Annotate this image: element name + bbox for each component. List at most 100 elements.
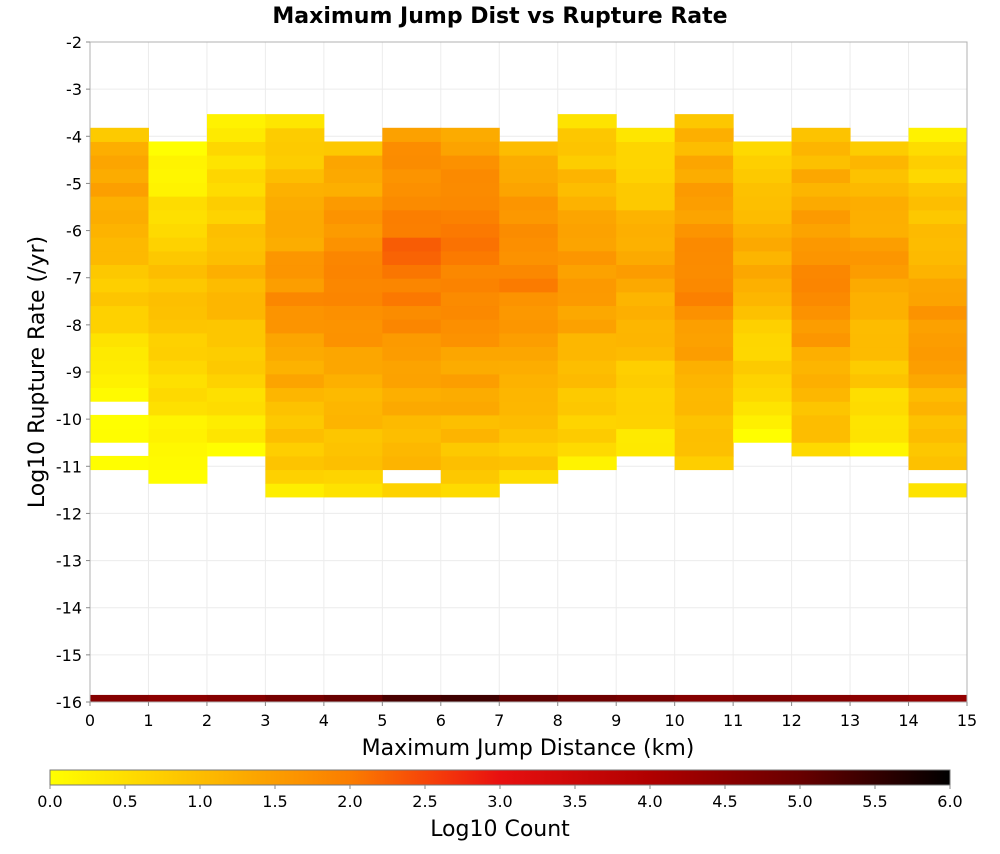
heatmap-cell <box>382 278 442 293</box>
heatmap-cell <box>206 360 266 375</box>
heatmap-cell <box>265 264 325 279</box>
heatmap-cell <box>206 332 266 348</box>
x-tick-label: 12 <box>781 711 801 730</box>
heatmap-cell <box>440 209 500 224</box>
heatmap-cell <box>440 428 500 443</box>
heatmap-cell <box>90 209 149 224</box>
heatmap-cell <box>323 223 383 238</box>
colorbar-ticks: 0.0 0.5 1.0 1.5 2.0 2.5 3.0 3.5 4.0 4.5 5.0 5.5 6.0 <box>37 785 963 811</box>
heatmap-cell <box>674 346 734 361</box>
heatmap-cell <box>499 469 559 484</box>
heatmap-cell <box>148 455 208 471</box>
heatmap-cell <box>382 223 442 238</box>
heatmap-cell <box>90 127 149 142</box>
heatmap-cell <box>206 127 266 142</box>
heatmap-cell <box>148 291 208 307</box>
heatmap-cell <box>382 455 442 471</box>
heatmap-cell <box>148 319 208 334</box>
heatmap-cell <box>206 209 266 224</box>
heatmap-cell <box>791 223 851 238</box>
heatmap-cell <box>499 291 559 307</box>
heatmap-cell <box>850 182 910 197</box>
heatmap-cell <box>323 250 383 266</box>
heatmap-cell <box>499 346 559 361</box>
heatmap-cell <box>674 319 734 334</box>
heatmap-cell <box>499 182 559 197</box>
heatmap-cell <box>148 209 208 224</box>
heatmap-cell <box>850 278 910 293</box>
heatmap-cell <box>90 360 149 375</box>
heatmap-cell <box>90 387 149 402</box>
heatmap-cell <box>148 373 208 389</box>
heatmap-cell <box>674 401 734 416</box>
heatmap-cell <box>323 360 383 375</box>
y-tick-label: -8 <box>66 316 82 335</box>
heatmap-cell <box>557 127 617 142</box>
heatmap-cell <box>674 114 734 129</box>
y-tick-label: -7 <box>66 269 82 288</box>
x-axis-ticks: 0 1 2 3 4 5 6 7 8 9 10 11 12 13 14 15 <box>85 702 977 730</box>
heatmap-cell <box>440 237 500 252</box>
heatmap-cell <box>499 401 559 416</box>
heatmap-cell <box>90 305 149 320</box>
heatmap-cell <box>850 155 910 170</box>
heatmap-cell <box>616 332 676 348</box>
heatmap-cell <box>148 401 208 416</box>
heatmap-cell <box>733 209 793 224</box>
y-tick-label: -12 <box>56 504 82 523</box>
heatmap-cell <box>674 264 734 279</box>
x-tick-label: 4 <box>319 711 329 730</box>
heatmap-cell <box>382 141 442 156</box>
heatmap-cell <box>440 469 500 484</box>
heatmap-cell <box>674 127 734 142</box>
heatmap-cell <box>382 209 442 224</box>
colorbar-tick-label: 1.0 <box>187 792 212 811</box>
heatmap-cell <box>499 250 559 266</box>
heatmap-cell <box>440 373 500 389</box>
heatmap-cell <box>791 196 851 211</box>
colorbar-label: Log10 Count <box>430 817 570 842</box>
x-tick-label: 7 <box>494 711 504 730</box>
heatmap-cell <box>908 223 968 238</box>
x-tick-label: 9 <box>611 711 621 730</box>
heatmap-cell <box>791 360 851 375</box>
heatmap-cell <box>148 182 208 197</box>
heatmap-cell <box>791 155 851 170</box>
heatmap-cell <box>557 319 617 334</box>
heatmap-cell <box>499 428 559 443</box>
heatmap-cell <box>440 346 500 361</box>
heatmap-cell <box>148 305 208 320</box>
heatmap-cell <box>440 483 500 498</box>
heatmap-cell <box>674 196 734 211</box>
y-tick-label: -16 <box>56 693 82 712</box>
heatmap-cell <box>850 291 910 307</box>
heatmap-cell <box>206 182 266 197</box>
heatmap-cell <box>791 442 851 457</box>
heatmap-cell <box>733 401 793 416</box>
colorbar-tick-label: 4.5 <box>712 792 737 811</box>
colorbar-tick-label: 5.0 <box>787 792 812 811</box>
heatmap-cell <box>206 250 266 266</box>
y-tick-label: -4 <box>66 127 82 146</box>
heatmap-cell <box>908 196 968 211</box>
colorbar-tick-label: 5.5 <box>862 792 887 811</box>
y-tick-label: -11 <box>56 457 82 476</box>
heatmap-cell <box>265 442 325 457</box>
heatmap-cell <box>499 141 559 156</box>
heatmap-cell <box>148 428 208 443</box>
heatmap-cell <box>148 223 208 238</box>
heatmap-cell <box>323 428 383 443</box>
heatmap-cell <box>206 223 266 238</box>
heatmap-cell <box>382 373 442 389</box>
heatmap-cell <box>323 141 383 156</box>
heatmap-cell <box>323 264 383 279</box>
heatmap-cell <box>265 401 325 416</box>
heatmap-cell <box>440 387 500 402</box>
heatmap-cell <box>90 196 149 211</box>
heatmap-cell <box>148 264 208 279</box>
heatmap-cell <box>148 387 208 402</box>
heatmap-cell <box>206 291 266 307</box>
heatmap-cell <box>733 332 793 348</box>
heatmap-cell <box>148 237 208 252</box>
